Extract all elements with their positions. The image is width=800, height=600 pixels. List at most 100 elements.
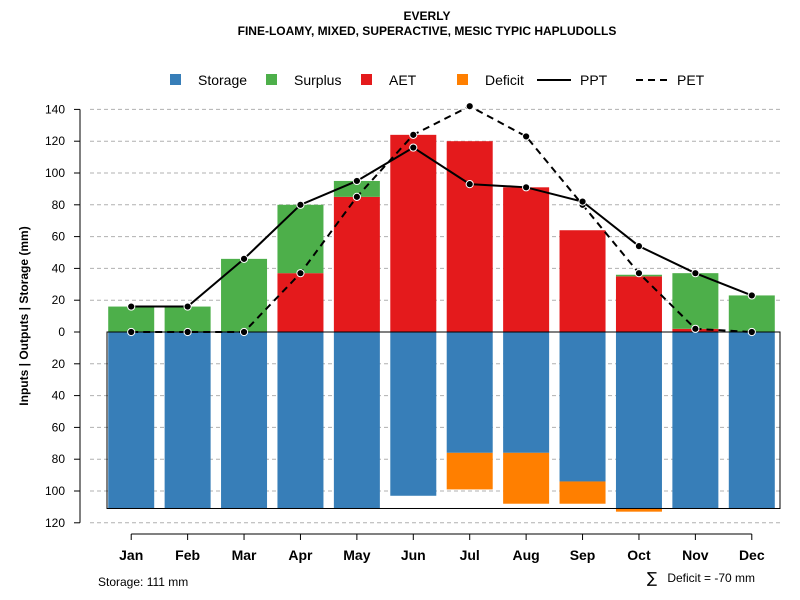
ppt-point [183, 302, 192, 311]
legend-surplus-swatch [266, 74, 277, 85]
storage-bar [446, 332, 493, 453]
summation-icon: ∑ [647, 569, 657, 587]
x-tick-label-feb: Feb [175, 547, 200, 563]
y-tick-label: 100 [45, 166, 65, 180]
y-tick-label: 120 [45, 134, 65, 148]
legend-storage-swatch [170, 74, 181, 85]
storage-bar [728, 332, 775, 509]
surplus-bar [277, 204, 324, 274]
ppt-point [239, 254, 249, 263]
x-tick-label-oct: Oct [627, 547, 651, 563]
ppt-point [634, 242, 644, 251]
aet-bar [446, 141, 493, 332]
legend-ppt-label: PPT [580, 72, 608, 88]
storage-bar [108, 332, 155, 509]
aet-bar [277, 273, 324, 332]
legend-deficit-label: Deficit [485, 72, 524, 88]
y-tick-label: 60 [52, 230, 66, 244]
storage-bar [615, 332, 662, 509]
chart-subtitle: FINE-LOAMY, MIXED, SUPERACTIVE, MESIC TY… [238, 24, 617, 38]
x-tick-label-sep: Sep [570, 547, 596, 563]
legend-pet-label: PET [677, 72, 705, 88]
ppt-point [409, 143, 418, 152]
ppt-point [352, 176, 361, 186]
pet-point [352, 192, 361, 201]
aet-bar [390, 134, 437, 332]
storage-bar [672, 332, 719, 509]
deficit-bar [503, 452, 550, 504]
surplus-bar [728, 295, 775, 332]
footer-deficit: Deficit = -70 mm [667, 571, 755, 585]
legend-aet-swatch [361, 74, 372, 85]
storage-bar [559, 332, 606, 482]
deficit-bar [446, 452, 493, 490]
surplus-bar [221, 258, 268, 332]
y-tick-label: 60 [52, 420, 66, 434]
footer-storage: Storage: 111 mm [98, 575, 188, 589]
pet-point [522, 132, 531, 141]
ppt-point [747, 291, 756, 300]
y-tick-label: 40 [52, 261, 66, 275]
storage-bar [333, 332, 380, 509]
pet-point [691, 324, 700, 333]
storage-bar [164, 332, 211, 509]
storage-bar [390, 332, 437, 496]
chart-title: EVERLY [404, 9, 451, 23]
x-tick-label-jul: Jul [460, 547, 480, 563]
pet-point [296, 269, 305, 278]
storage-bar [503, 332, 550, 453]
y-tick-label: 100 [45, 484, 65, 498]
legend-deficit-swatch [457, 74, 468, 85]
legend-aet-label: AET [389, 72, 417, 88]
ppt-point [522, 183, 531, 192]
x-tick-label-dec: Dec [739, 547, 765, 563]
surplus-bar [108, 306, 155, 332]
y-tick-label: 20 [52, 293, 66, 307]
bars [106, 134, 781, 512]
pet-point [747, 327, 756, 337]
ppt-point [691, 269, 700, 278]
ppt-point [578, 197, 587, 206]
surplus-bar [164, 306, 211, 332]
legend-surplus-label: Surplus [294, 72, 341, 88]
x-tick-label-may: May [343, 547, 370, 563]
ppt-line [131, 146, 753, 308]
legend-storage-label: Storage [198, 72, 247, 88]
y-tick-label: 0 [58, 325, 65, 339]
deficit-bar [615, 508, 662, 512]
pet-point [183, 327, 192, 337]
deficit-bar [559, 481, 606, 504]
pet-point [409, 130, 418, 139]
y-tick-label: 80 [52, 452, 66, 466]
legend: Storage Surplus AET Deficit PPT PET [170, 72, 705, 88]
y-tick-label: 80 [52, 198, 66, 212]
x-tick-label-mar: Mar [232, 547, 257, 563]
ppt-point [465, 180, 474, 189]
y-tick-label: 40 [52, 389, 66, 403]
x-axis: Jan Feb Mar Apr May Jun Jul Aug Sep Oct Nov Dec [119, 533, 765, 563]
x-tick-label-jan: Jan [119, 547, 143, 563]
pet-line [131, 105, 752, 333]
x-tick-label-jun: Jun [401, 547, 426, 563]
pet-point [127, 327, 136, 337]
pet-point [465, 102, 474, 111]
aet-bar [615, 276, 662, 332]
x-tick-label-apr: Apr [288, 547, 313, 563]
pet-point [634, 269, 644, 278]
ppt-point [127, 302, 136, 311]
lines [127, 102, 756, 337]
surplus-bar [672, 273, 719, 329]
y-tick-label: 120 [45, 516, 65, 530]
storage-bar [221, 332, 268, 509]
pet-point [239, 327, 249, 337]
x-tick-label-nov: Nov [682, 547, 709, 563]
ppt-point [296, 200, 305, 209]
storage-bar [277, 332, 324, 509]
aet-bar [333, 196, 380, 332]
y-axis: 140 120 100 80 60 40 20 0 20 40 60 80 100 120 [45, 102, 81, 530]
y-tick-label: 20 [52, 357, 66, 371]
y-axis-label: Inputs | Outputs | Storage (mm) [17, 226, 31, 405]
y-tick-label: 140 [45, 102, 65, 116]
x-tick-label-aug: Aug [513, 547, 540, 563]
